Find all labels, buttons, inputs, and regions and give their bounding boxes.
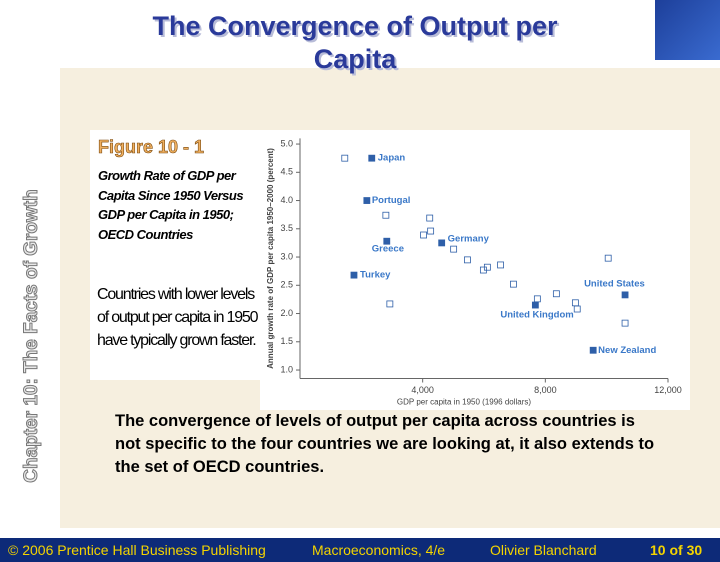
y-tick-label: 4.0 — [280, 195, 293, 205]
point-label: Germany — [448, 233, 490, 244]
point — [464, 256, 471, 264]
x-tick-label: 12,000 — [654, 385, 682, 395]
y-tick-label: 1.5 — [280, 336, 293, 346]
y-tick-label: 2.5 — [280, 280, 293, 290]
figure-caption: Growth Rate of GDP per Capita Since 1950… — [98, 168, 244, 242]
point-label: United States — [584, 278, 645, 289]
point-label: Japan — [378, 153, 406, 164]
chart: 1.0 1.5 2.0 2.5 3.0 3.5 4.0 4.5 5.0 4,000 8,000 12,… — [260, 130, 690, 410]
point — [363, 197, 371, 204]
point — [497, 261, 504, 269]
point — [350, 271, 358, 279]
point — [531, 301, 539, 309]
footer-text: © 2006 Prentice Hall Business Publishing — [8, 542, 266, 558]
point — [382, 211, 390, 219]
point — [368, 154, 376, 162]
point — [427, 227, 435, 235]
x-tick-label: 4,000 — [411, 385, 434, 395]
point — [420, 231, 427, 239]
y-tick-label: 4.5 — [280, 167, 293, 177]
point — [604, 254, 612, 262]
point — [621, 291, 629, 299]
point-label: United Kingdom — [500, 310, 573, 321]
point — [589, 346, 597, 354]
point — [426, 214, 434, 222]
point — [386, 300, 394, 308]
footer-text: 10 of 30 — [650, 542, 703, 558]
chart-background — [260, 130, 690, 410]
point-label: New Zealand — [598, 345, 656, 356]
point-label: Turkey — [360, 270, 391, 281]
y-tick-label: 1.0 — [280, 364, 293, 374]
side-text: Chapter 10: The Facts of Growth — [21, 189, 43, 483]
y-tick-label: 2.0 — [280, 308, 293, 318]
x-axis-title: GDP per capita in 1950 (1996 dollars) — [397, 398, 531, 407]
point — [341, 154, 349, 162]
point-label: Portugal — [372, 195, 411, 206]
y-tick-label: 3.0 — [280, 251, 293, 261]
y-axis-title: Annual growth rate of GDP per capita 195… — [266, 148, 275, 369]
point — [450, 245, 458, 253]
y-tick-label: 3.5 — [280, 223, 293, 233]
point — [552, 290, 560, 298]
body-text: The convergence of levels of output per … — [115, 412, 655, 476]
corner-graphic — [655, 0, 720, 60]
point-label: Greece — [372, 244, 404, 255]
point — [573, 305, 581, 313]
point — [621, 319, 629, 327]
slide-title: The Convergence of Output per Capita — [152, 11, 558, 74]
text-box — [90, 130, 260, 380]
footer-text: Olivier Blanchard — [490, 542, 597, 558]
figure-note: Countries with lower levels of output pe… — [97, 286, 259, 349]
point — [533, 295, 541, 303]
point — [483, 263, 491, 271]
figure-label: Figure 10 - 1 — [98, 137, 205, 158]
point — [383, 237, 391, 245]
y-tick-label: 5.0 — [280, 138, 293, 148]
footer: © 2006 Prentice Hall Business Publishing… — [0, 538, 720, 562]
footer-text: Macroeconomics, 4/e — [312, 542, 446, 558]
point — [438, 239, 446, 247]
point — [510, 280, 517, 288]
x-tick-label: 8,000 — [534, 385, 557, 395]
